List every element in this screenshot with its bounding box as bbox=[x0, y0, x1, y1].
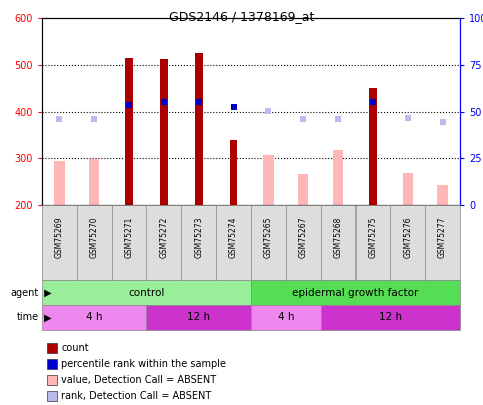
Bar bbox=[146, 305, 251, 330]
Bar bbox=[54, 161, 65, 205]
Bar bbox=[355, 205, 390, 280]
Bar bbox=[160, 59, 168, 205]
Text: GSM75268: GSM75268 bbox=[334, 216, 342, 258]
Text: GSM75277: GSM75277 bbox=[438, 216, 447, 258]
Bar bbox=[146, 205, 181, 280]
Bar bbox=[230, 140, 238, 205]
Bar bbox=[321, 305, 460, 330]
Text: GSM75272: GSM75272 bbox=[159, 216, 169, 258]
Text: GSM75271: GSM75271 bbox=[125, 216, 134, 258]
Bar bbox=[251, 205, 286, 280]
Text: rank, Detection Call = ABSENT: rank, Detection Call = ABSENT bbox=[61, 391, 211, 401]
Text: value, Detection Call = ABSENT: value, Detection Call = ABSENT bbox=[61, 375, 216, 385]
Bar bbox=[333, 150, 343, 205]
Bar bbox=[195, 53, 202, 205]
Text: epidermal growth factor: epidermal growth factor bbox=[292, 288, 419, 298]
Text: ▶: ▶ bbox=[41, 288, 52, 298]
Bar bbox=[263, 155, 274, 205]
Bar bbox=[402, 173, 413, 205]
Bar bbox=[438, 185, 448, 205]
Text: 12 h: 12 h bbox=[187, 313, 210, 322]
Bar bbox=[216, 205, 251, 280]
Bar bbox=[425, 205, 460, 280]
Text: GSM75274: GSM75274 bbox=[229, 216, 238, 258]
Text: GSM75265: GSM75265 bbox=[264, 216, 273, 258]
Bar bbox=[251, 280, 460, 305]
Text: 4 h: 4 h bbox=[86, 313, 102, 322]
Bar bbox=[369, 88, 377, 205]
Bar bbox=[112, 205, 146, 280]
Text: time: time bbox=[17, 313, 39, 322]
Text: 12 h: 12 h bbox=[379, 313, 402, 322]
Bar bbox=[42, 280, 251, 305]
Bar bbox=[298, 174, 309, 205]
Text: GSM75276: GSM75276 bbox=[403, 216, 412, 258]
Text: GSM75270: GSM75270 bbox=[90, 216, 99, 258]
Text: GSM75269: GSM75269 bbox=[55, 216, 64, 258]
Bar bbox=[390, 205, 425, 280]
Text: control: control bbox=[128, 288, 165, 298]
Text: ▶: ▶ bbox=[41, 313, 52, 322]
Text: 4 h: 4 h bbox=[278, 313, 294, 322]
Text: agent: agent bbox=[11, 288, 39, 298]
Text: GSM75273: GSM75273 bbox=[194, 216, 203, 258]
Text: count: count bbox=[61, 343, 88, 353]
Bar bbox=[125, 58, 133, 205]
Text: GSM75267: GSM75267 bbox=[299, 216, 308, 258]
Bar bbox=[42, 305, 146, 330]
Bar bbox=[321, 205, 355, 280]
Bar bbox=[42, 205, 77, 280]
Bar bbox=[77, 205, 112, 280]
Text: GDS2146 / 1378169_at: GDS2146 / 1378169_at bbox=[169, 10, 314, 23]
Text: percentile rank within the sample: percentile rank within the sample bbox=[61, 359, 226, 369]
Bar bbox=[89, 159, 99, 205]
Bar bbox=[181, 205, 216, 280]
Bar bbox=[286, 205, 321, 280]
Text: GSM75275: GSM75275 bbox=[369, 216, 377, 258]
Bar bbox=[251, 305, 321, 330]
